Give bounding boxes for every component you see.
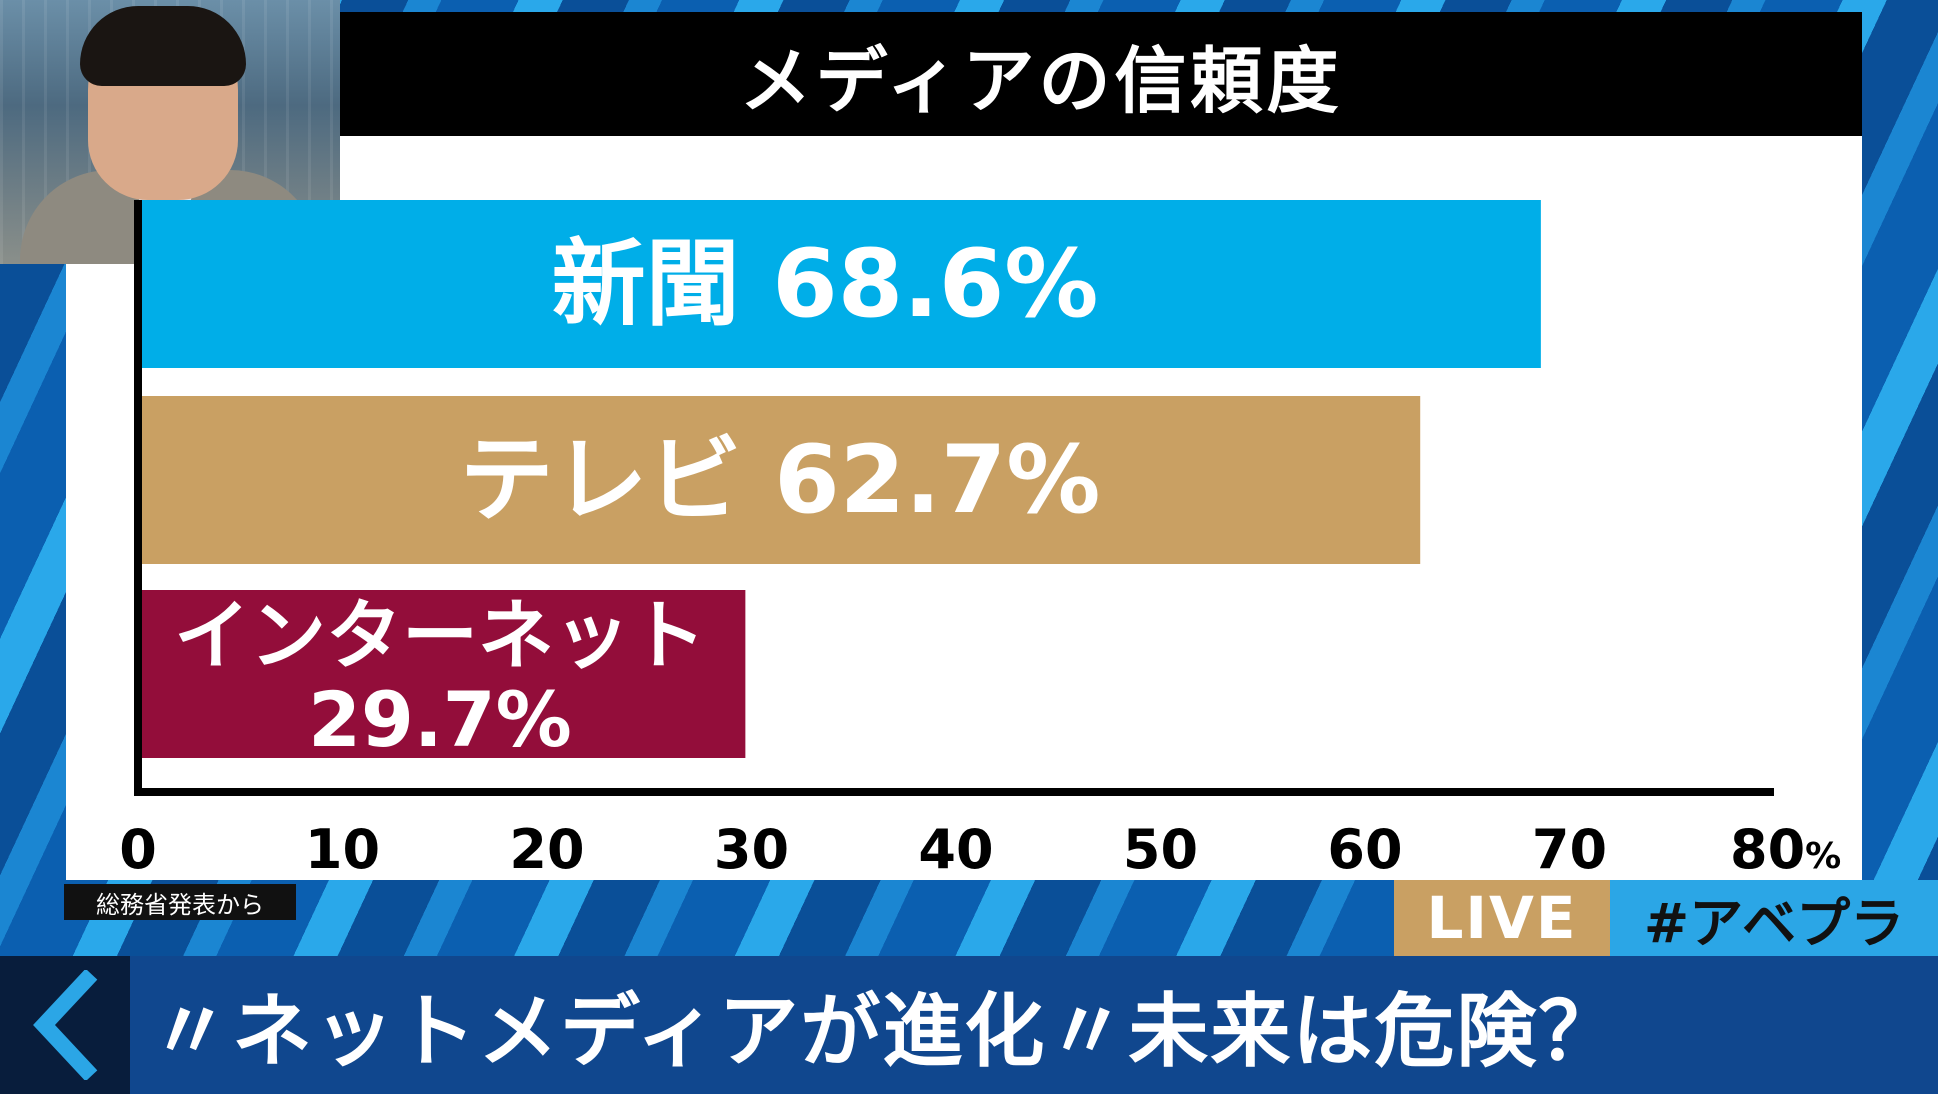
headline-bar — [0, 956, 1938, 1094]
x-tick-label: 80% — [1730, 818, 1841, 881]
x-tick-label: 20 — [509, 818, 584, 881]
live-badge: LIVE — [1394, 880, 1610, 956]
bar-label: 新聞 68.6% — [552, 230, 1099, 339]
x-tick-label: 50 — [1123, 818, 1198, 881]
bar-category-label: インターネット — [174, 591, 706, 680]
back-button[interactable] — [0, 956, 130, 1094]
bar-1 — [142, 200, 1541, 368]
x-tick-label: 0 — [119, 818, 157, 881]
bar-2 — [142, 396, 1421, 564]
bar-label: テレビ 62.7% — [460, 426, 1101, 535]
x-tick-label: 30 — [714, 818, 789, 881]
bar-3 — [142, 590, 746, 758]
x-tick-label: 60 — [1327, 818, 1402, 881]
bar-value-label: 29.7% — [308, 675, 572, 764]
hashtag-badge: #アベプラ — [1610, 880, 1938, 956]
source-caption: 総務省発表から — [64, 884, 296, 920]
x-tick-label: 70 — [1532, 818, 1607, 881]
chevron-left-icon — [33, 970, 98, 1080]
chart-title: メディアの信頼度 — [739, 38, 1343, 123]
presenter-hair — [80, 6, 246, 86]
chart-title-bar: メディアの信頼度 — [340, 12, 1862, 136]
x-tick-label: 40 — [918, 818, 993, 881]
headline-text: 〃ネットメディアが進化〃未来は危険？ — [150, 985, 1621, 1078]
x-tick-label: 10 — [305, 818, 380, 881]
